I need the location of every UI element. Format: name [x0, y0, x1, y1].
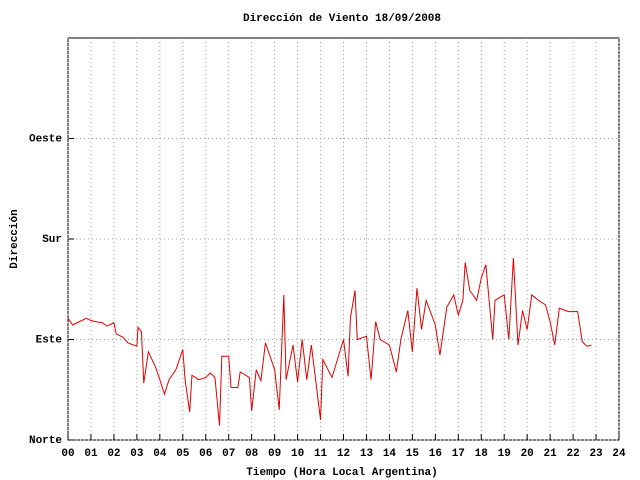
y-tick-label: Este [36, 334, 63, 346]
x-tick-label: 18 [475, 448, 489, 460]
x-tick-label: 12 [337, 448, 350, 460]
x-tick-label: 24 [612, 448, 626, 460]
x-tick-label: 21 [544, 448, 558, 460]
x-tick-label: 00 [61, 448, 74, 460]
x-tick-label: 01 [84, 448, 98, 460]
x-tick-label: 13 [360, 448, 374, 460]
x-tick-label: 19 [498, 448, 511, 460]
y-tick-label: Oeste [29, 133, 62, 145]
wind-direction-line [67, 257, 592, 426]
y-tick-label: Norte [29, 435, 62, 447]
x-tick-label: 04 [153, 448, 167, 460]
x-tick-label: 23 [589, 448, 603, 460]
y-axis-label: Dirección [9, 209, 21, 268]
y-tick-label: Sur [42, 234, 62, 246]
x-tick-label: 20 [521, 448, 534, 460]
x-tick-label: 10 [291, 448, 304, 460]
chart-title: Dirección de Viento 18/09/2008 [243, 13, 441, 25]
x-tick-label: 16 [429, 448, 442, 460]
x-tick-label: 05 [176, 448, 190, 460]
x-tick-label: 06 [199, 448, 212, 460]
x-tick-label: 02 [107, 448, 120, 460]
x-tick-label: 15 [406, 448, 420, 460]
x-tick-label: 22 [566, 448, 579, 460]
x-tick-label: 17 [452, 448, 465, 460]
x-axis-label: Tiempo (Hora Local Argentina) [246, 467, 437, 479]
x-tick-label: 11 [314, 448, 328, 460]
x-tick-label: 14 [383, 448, 397, 460]
x-tick-label: 08 [245, 448, 259, 460]
x-tick-label: 03 [130, 448, 144, 460]
x-tick-label: 07 [222, 448, 235, 460]
x-tick-label: 09 [268, 448, 281, 460]
